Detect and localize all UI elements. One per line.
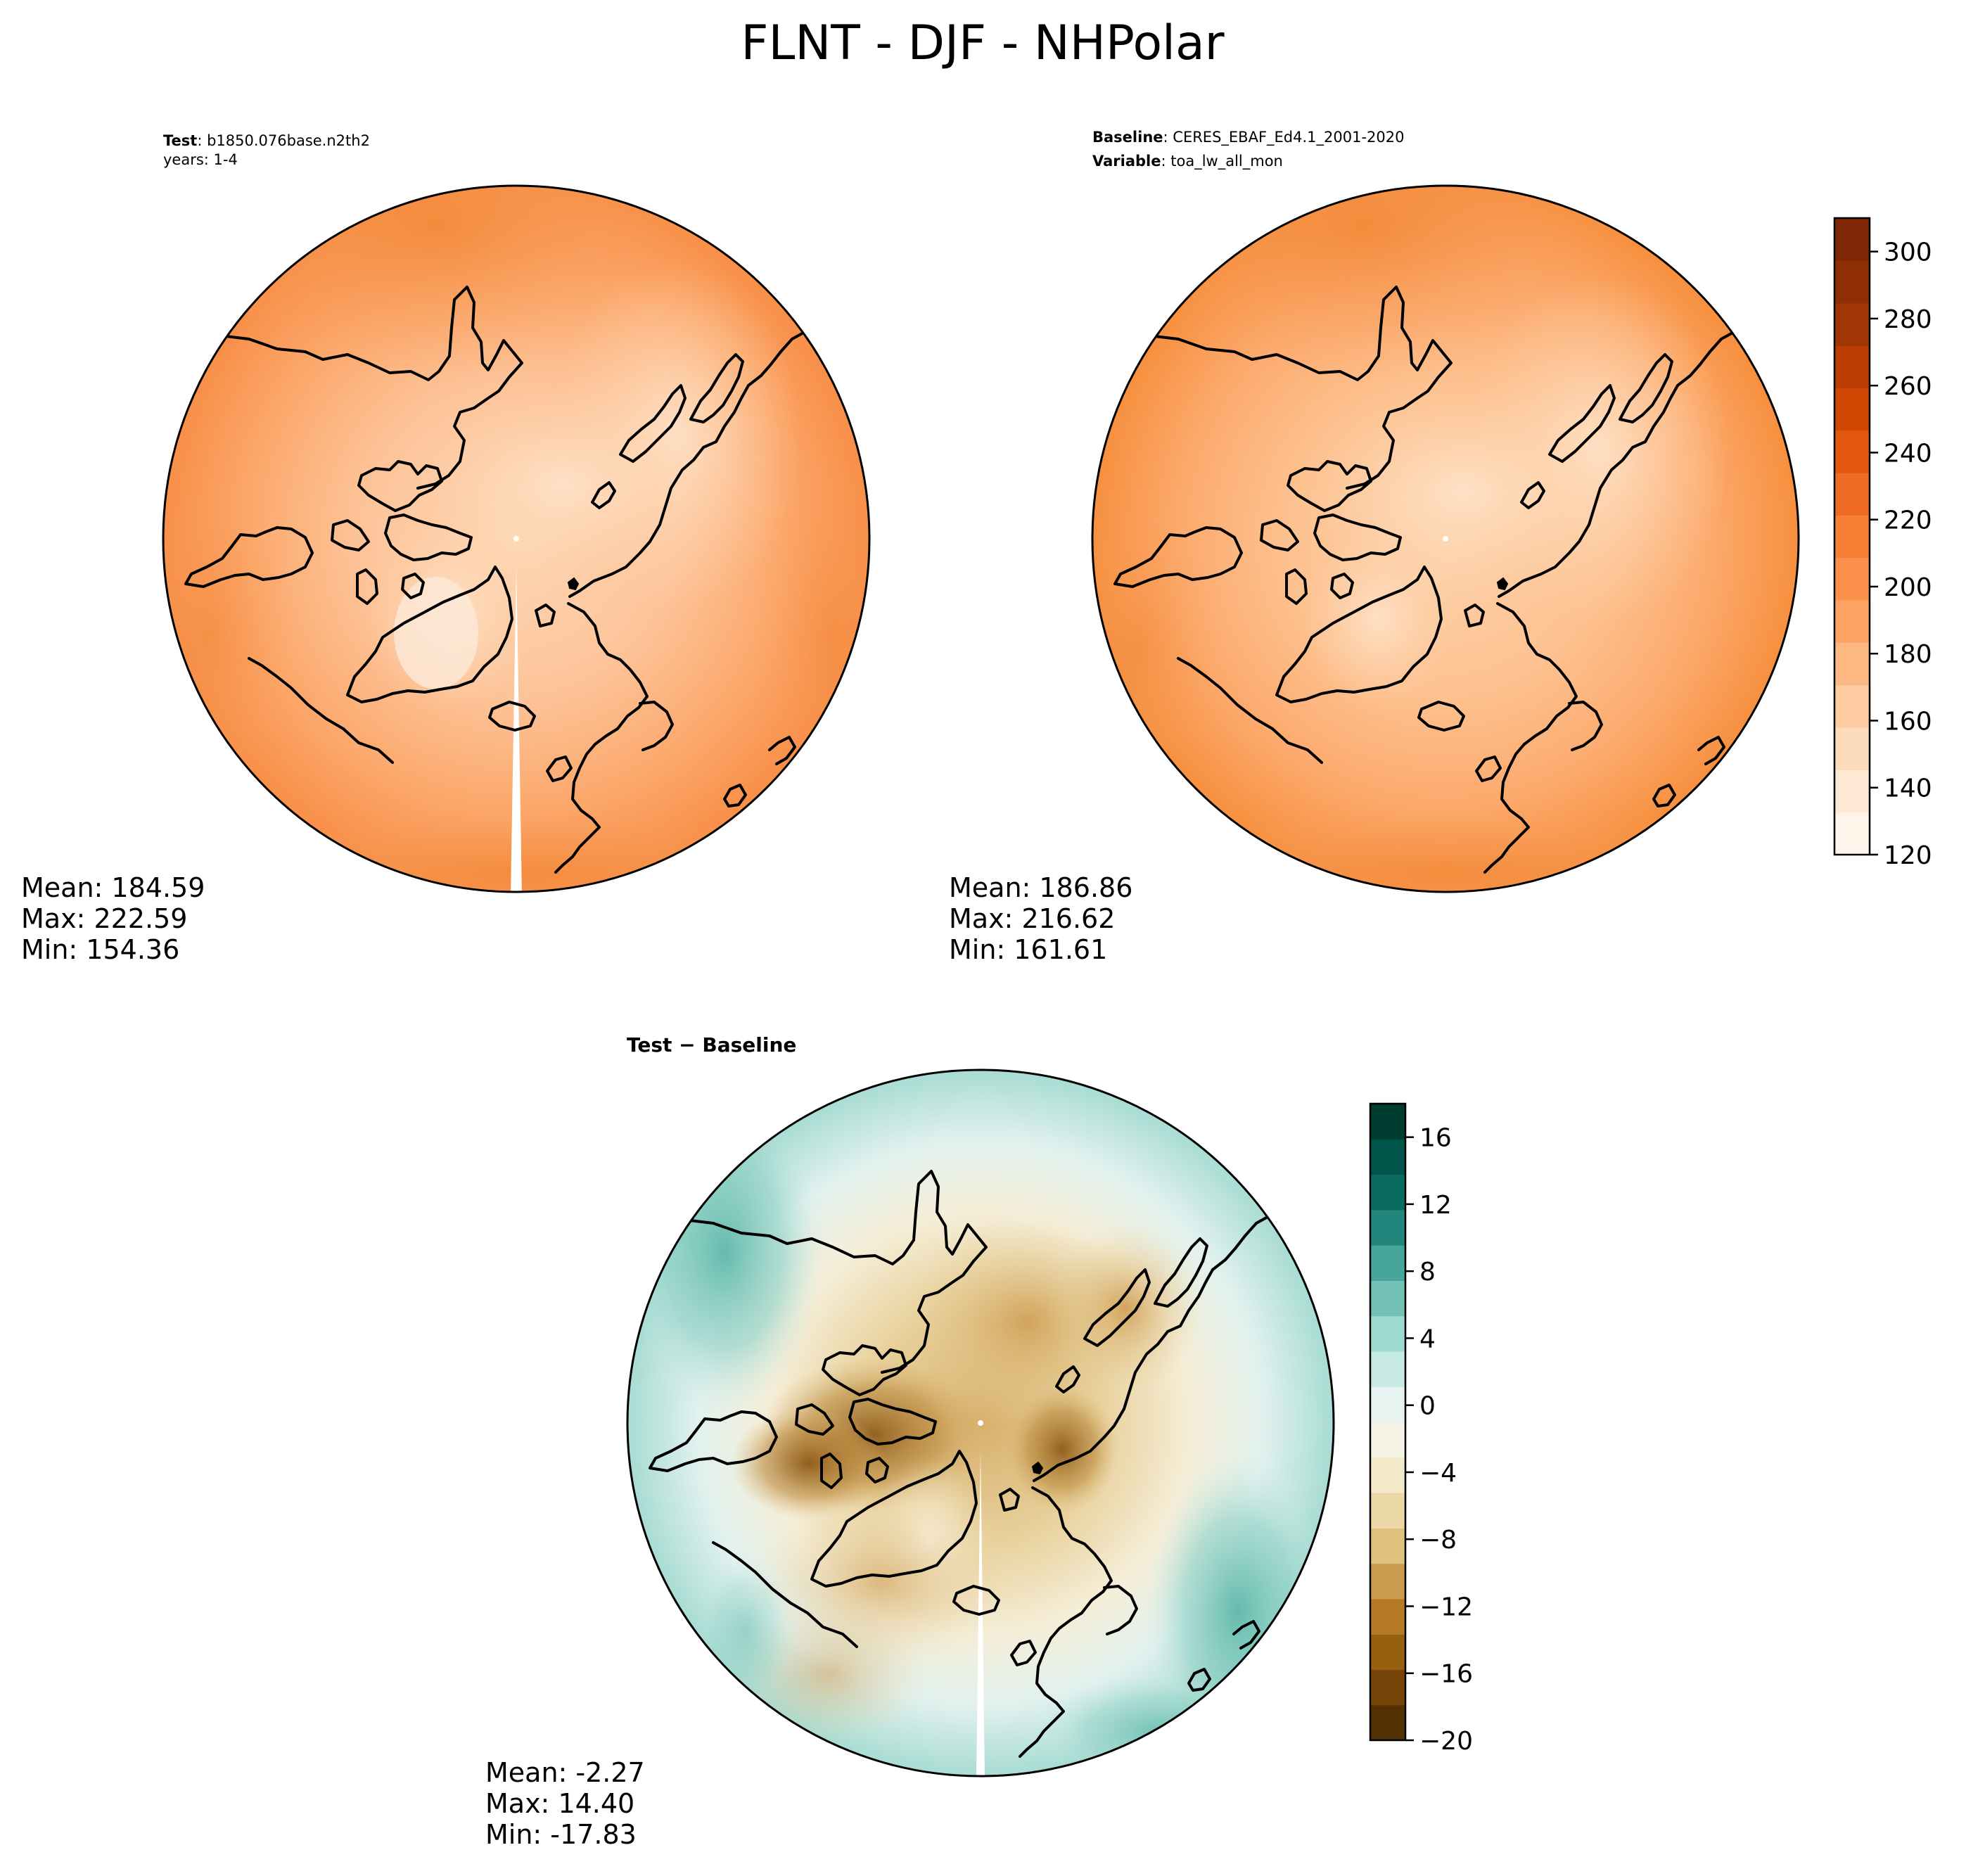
diff-colorbar-tick-label: −12 [1419,1593,1473,1621]
main-colorbar-bin [1834,812,1870,855]
test-mean: Mean: 184.59 [21,872,205,903]
test-max: Max: 222.59 [21,903,187,934]
main-colorbar-bin [1834,345,1870,388]
main-colorbar-bin [1834,684,1870,728]
baseline-panel: Baseline: CERES_EBAF_Ed4.1_2001-2020 Var… [949,129,1800,965]
diff-colorbar: −20 −16 −12 −8 −4 0 4 8 12 16 [1369,1102,1473,1756]
diff-colorbar-bin [1370,1457,1405,1493]
diff-colorbar-bin [1370,1104,1405,1140]
diff-colorbar-tick-label: −16 [1419,1660,1473,1689]
diff-colorbar-bin [1370,1493,1405,1529]
main-colorbar-bin [1834,515,1870,559]
diff-colorbar-bin [1370,1139,1405,1175]
main-colorbar-tick-label: 240 [1884,439,1932,468]
main-colorbar-tick-label: 280 [1884,305,1932,334]
diff-colorbar-tick-label: 16 [1419,1124,1452,1153]
diff-max: Max: 14.40 [485,1788,634,1819]
main-colorbar-tick-label: 300 [1884,238,1932,267]
baseline-map [1092,186,1799,892]
diff-colorbar-bin [1370,1386,1405,1423]
diff-panel: Test − Baseline Mean: -2.27 Max: 14.40 M… [485,1033,1335,1850]
diff-header: Test − Baseline [627,1033,796,1057]
main-colorbar-tick-label: 120 [1884,841,1932,870]
diff-colorbar-tick-label: −20 [1419,1727,1473,1756]
diff-min: Min: -17.83 [485,1819,637,1850]
main-colorbar: 120 140 160 180 200 220 240 260 280 300 [1833,217,1932,870]
main-colorbar-bin [1834,600,1870,643]
main-colorbar-bin [1834,642,1870,686]
main-colorbar-tick-label: 140 [1884,774,1932,803]
test-header-line-2: years: 1-4 [163,151,238,168]
diff-colorbar-bin [1370,1245,1405,1281]
diff-colorbar-tick-label: 0 [1419,1392,1436,1421]
diff-colorbar-tick-label: −8 [1419,1526,1457,1555]
figure-title: FLNT - DJF - NHPolar [741,15,1224,71]
diff-colorbar-tick-label: 12 [1419,1191,1452,1220]
test-map [163,186,869,892]
diff-mean: Mean: -2.27 [485,1757,645,1788]
main-colorbar-tick-label: 180 [1884,640,1932,669]
diff-colorbar-bin [1370,1634,1405,1671]
test-min: Min: 154.36 [21,934,179,965]
diff-colorbar-bin [1370,1280,1405,1317]
main-colorbar-frame [1833,217,1871,856]
diff-colorbar-bin [1370,1315,1405,1352]
main-colorbar-bin [1834,473,1870,516]
baseline-header-line-1: Baseline: CERES_EBAF_Ed4.1_2001-2020 [1092,129,1404,146]
main-colorbar-tick-label: 260 [1884,372,1932,401]
diff-colorbar-tick-label: −4 [1419,1459,1457,1488]
main-colorbar-tick-label: 220 [1884,506,1932,535]
diff-map [627,1070,1334,1776]
main-colorbar-bin [1834,430,1870,473]
main-colorbar-bin [1834,218,1870,261]
diff-colorbar-bin [1370,1669,1405,1706]
baseline-header-line-2: Variable: toa_lw_all_mon [1092,153,1283,170]
diff-colorbar-frame [1369,1102,1407,1742]
baseline-min: Min: 161.61 [949,934,1107,965]
diff-colorbar-bin [1370,1351,1405,1387]
main-colorbar-bin [1834,727,1870,770]
main-colorbar-bin [1834,260,1870,304]
diff-colorbar-bin [1370,1528,1405,1564]
baseline-max: Max: 216.62 [949,903,1115,934]
test-panel: Test: b1850.076base.n2th2 years: 1-4 Mea… [21,132,871,965]
diff-colorbar-tick-label: 8 [1419,1258,1436,1287]
main-colorbar-tick-label: 160 [1884,707,1932,736]
diff-colorbar-bin [1370,1209,1405,1246]
diff-colorbar-bin [1370,1422,1405,1458]
diff-colorbar-bin [1370,1598,1405,1635]
main-colorbar-bin [1834,388,1870,431]
diff-colorbar-bin [1370,1563,1405,1600]
main-colorbar-tick-label: 200 [1884,573,1932,602]
diff-colorbar-bin [1370,1704,1405,1741]
main-colorbar-bin [1834,557,1870,601]
diff-colorbar-tick-label: 4 [1419,1325,1436,1353]
diff-colorbar-bin [1370,1174,1405,1211]
baseline-mean: Mean: 186.86 [949,872,1132,903]
main-colorbar-bin [1834,770,1870,813]
main-colorbar-bin [1834,302,1870,346]
test-header-line-1: Test: b1850.076base.n2th2 [163,132,370,149]
